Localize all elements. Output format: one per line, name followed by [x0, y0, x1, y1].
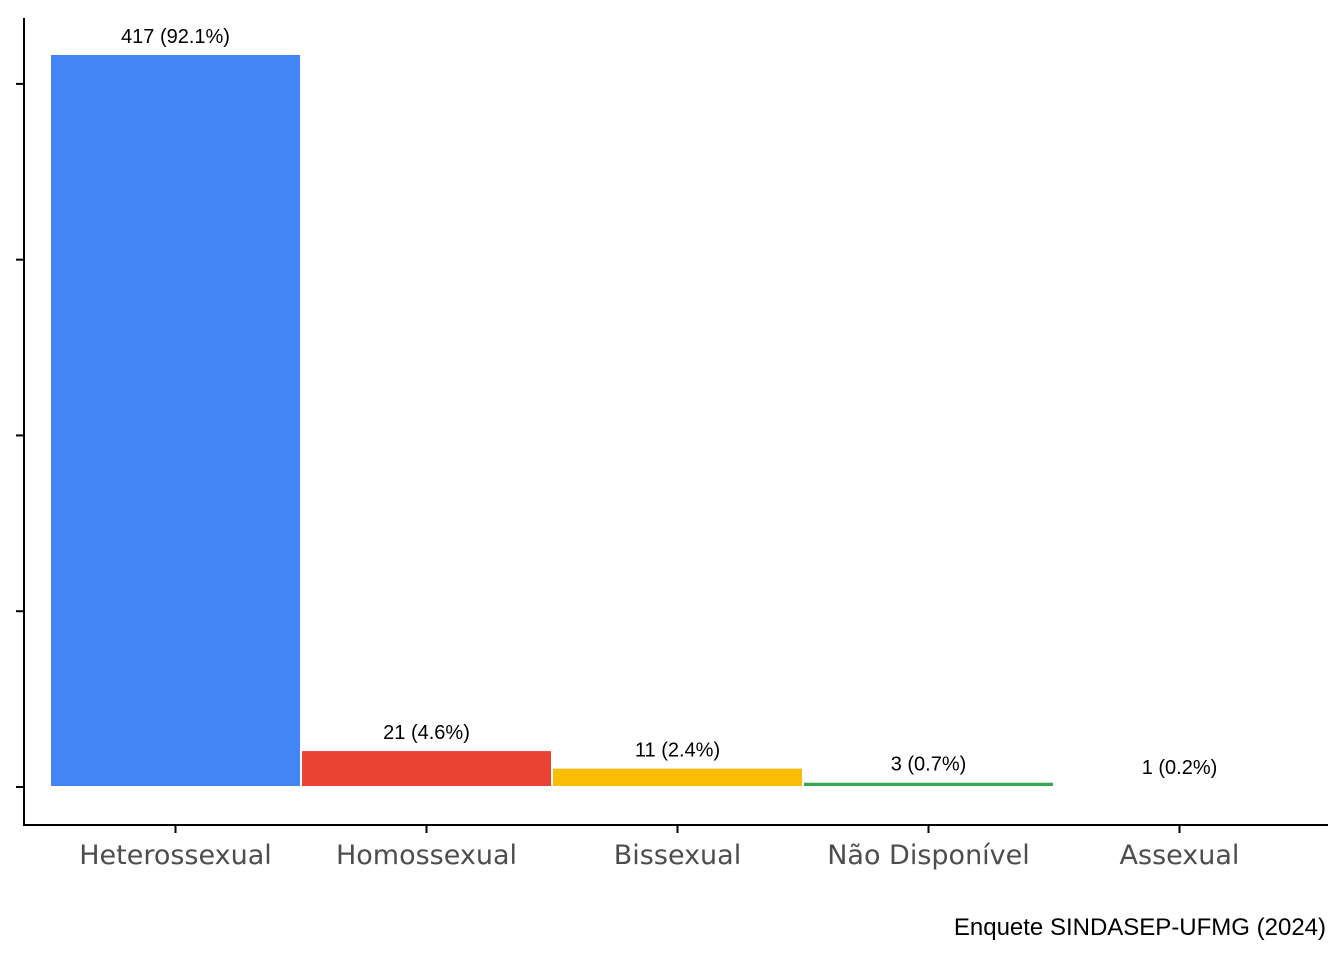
bar-data-label-0: 417 (92.1%): [121, 26, 230, 48]
x-tick-label-0: Heterossexual: [79, 840, 272, 871]
x-tick-label-1: Homossexual: [336, 840, 517, 871]
bar-data-label-4: 1 (0.2%): [1142, 757, 1218, 779]
bar-data-label-2: 11 (2.4%): [635, 740, 720, 762]
y-ticks-group: [16, 82, 24, 788]
bars-group: 417 (92.1%) 21 (4.6%) 11 (2.4%) 3 (0.7%) 1 (…: [49, 26, 1306, 789]
bar-1: [300, 749, 553, 788]
bar-data-label-3: 3 (0.7%): [891, 754, 967, 776]
bar-0: [49, 53, 302, 788]
bar-3: [802, 780, 1055, 789]
chart-caption: Enquete SINDASEP-UFMG (2024): [953, 914, 1326, 941]
bar-data-label-1: 21 (4.6%): [383, 722, 470, 744]
x-ticks-group: Heterossexual Homossexual Bissexual Não Dis…: [79, 825, 1239, 871]
bar-4: [1053, 784, 1306, 788]
x-tick-label-4: Assexual: [1120, 840, 1240, 871]
x-tick-label-2: Bissexual: [614, 840, 741, 871]
x-tick-label-3: Não Disponível: [827, 840, 1030, 871]
bar-2: [551, 766, 804, 788]
